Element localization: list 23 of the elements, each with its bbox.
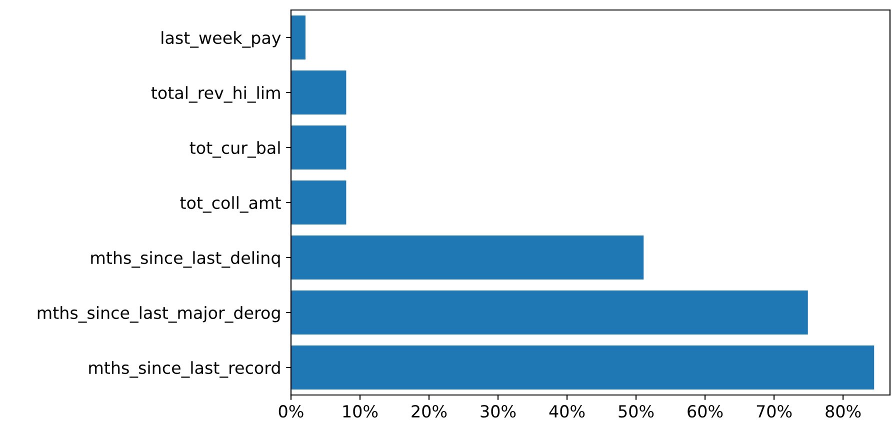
y-tick-label: tot_cur_bal	[190, 141, 280, 158]
bar	[291, 126, 346, 170]
x-tick-label: 30%	[480, 405, 516, 418]
y-tick-label: total_rev_hi_lim	[151, 86, 280, 103]
bar	[291, 346, 874, 390]
y-tick-label: last_week_pay	[162, 31, 281, 48]
y-tick-label: mths_since_last_delinq	[91, 251, 280, 268]
y-tick-label: mths_since_last_major_derog	[38, 306, 280, 323]
bar	[291, 16, 306, 60]
y-tick-label: mths_since_last_record	[89, 361, 280, 378]
bar	[291, 290, 808, 334]
bar	[291, 70, 346, 114]
x-tick-label: 50%	[618, 405, 654, 418]
x-tick-label: 60%	[688, 405, 723, 418]
x-tick-label: 70%	[756, 405, 792, 418]
x-tick-label: 10%	[343, 405, 378, 418]
y-tick-label: tot_coll_amt	[180, 196, 281, 213]
x-tick-label: 20%	[412, 405, 447, 418]
x-tick-label: 40%	[549, 405, 585, 418]
bar	[291, 236, 644, 280]
x-tick-label: 80%	[826, 405, 861, 418]
x-tick-label: 0%	[278, 405, 304, 418]
bar	[291, 180, 346, 224]
